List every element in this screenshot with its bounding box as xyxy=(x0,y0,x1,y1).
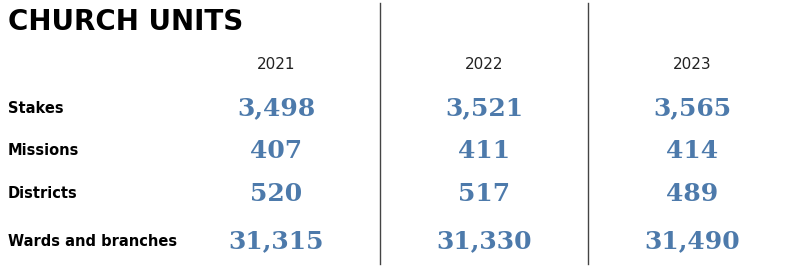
Text: 411: 411 xyxy=(458,139,510,163)
Text: 3,565: 3,565 xyxy=(653,96,731,120)
Text: 31,490: 31,490 xyxy=(644,230,740,254)
Text: 517: 517 xyxy=(458,182,510,206)
Text: CHURCH UNITS: CHURCH UNITS xyxy=(8,8,243,36)
Text: 489: 489 xyxy=(666,182,718,206)
Text: 31,330: 31,330 xyxy=(436,230,532,254)
Text: 414: 414 xyxy=(666,139,718,163)
Text: Wards and branches: Wards and branches xyxy=(8,234,177,249)
Text: 3,521: 3,521 xyxy=(445,96,523,120)
Text: 2022: 2022 xyxy=(465,57,503,72)
Text: 31,315: 31,315 xyxy=(228,230,324,254)
Text: Missions: Missions xyxy=(8,143,79,158)
Text: Districts: Districts xyxy=(8,186,78,201)
Text: 3,498: 3,498 xyxy=(237,96,315,120)
Text: 2021: 2021 xyxy=(257,57,295,72)
Text: 520: 520 xyxy=(250,182,302,206)
Text: 407: 407 xyxy=(250,139,302,163)
Text: Stakes: Stakes xyxy=(8,101,64,116)
Text: 2023: 2023 xyxy=(673,57,711,72)
